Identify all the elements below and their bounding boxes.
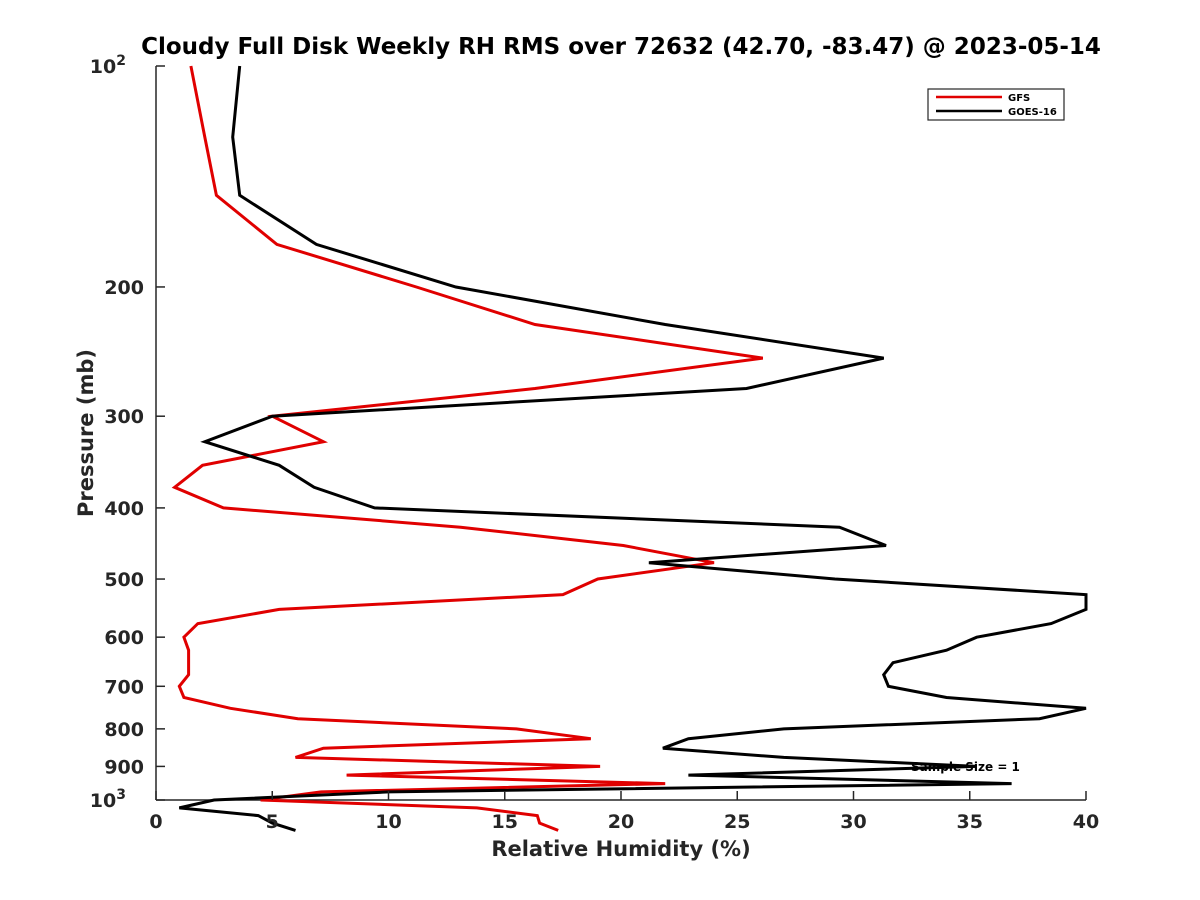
legend: GFS GOES-16 xyxy=(927,88,1065,121)
series-line-gfs xyxy=(171,65,764,832)
x-tick-label: 30 xyxy=(840,811,866,833)
y-tick-label: 500 xyxy=(104,569,144,591)
x-tick-label: 25 xyxy=(724,811,750,833)
x-tick-label: 40 xyxy=(1073,811,1099,833)
x-tick-label: 5 xyxy=(266,811,279,833)
chart-title: Cloudy Full Disk Weekly RH RMS over 7263… xyxy=(141,34,1101,60)
tick-layer: 0 5 10 15 20 25 30 35 40102200300400500600700800… xyxy=(90,53,1099,833)
x-tick-label: 15 xyxy=(492,811,518,833)
y-tick-label: 800 xyxy=(104,719,144,741)
legend-label-goes16: GOES-16 xyxy=(1008,107,1057,118)
legend-box xyxy=(927,88,1065,121)
x-tick-label: 35 xyxy=(957,811,983,833)
y-tick-label: 400 xyxy=(104,498,144,520)
x-tick-label: 10 xyxy=(375,811,401,833)
legend-label-gfs: GFS xyxy=(1008,93,1030,104)
y-tick-label: 200 xyxy=(104,277,144,299)
y-tick-label: 300 xyxy=(104,406,144,428)
series-layer xyxy=(171,65,1088,832)
y-tick-label: 700 xyxy=(104,676,144,698)
x-tick-label: 0 xyxy=(149,811,162,833)
y-tick-label: 900 xyxy=(104,756,144,778)
x-axis-label: Relative Humidity (%) xyxy=(491,837,750,861)
y-tick-label: 600 xyxy=(104,627,144,649)
y-axis-label: Pressure (mb) xyxy=(74,349,98,517)
x-tick-label: 20 xyxy=(608,811,634,833)
sample-size-annotation: Sample Size = 1 xyxy=(911,760,1020,774)
series-line-goes16 xyxy=(178,65,1088,832)
